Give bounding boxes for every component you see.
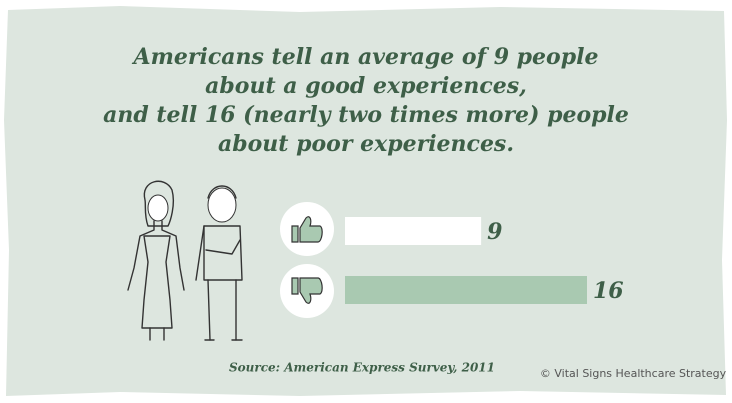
title-line: about poor experiences. bbox=[218, 131, 514, 157]
value-label: 9 bbox=[487, 219, 502, 245]
title-line: Americans tell an average of 9 people bbox=[132, 44, 599, 70]
thumbs-up-icon bbox=[280, 202, 334, 256]
title: Americans tell an average of 9 people ab… bbox=[103, 44, 629, 157]
credit: © Vital Signs Healthcare Strategy bbox=[540, 367, 727, 380]
value-label: 16 bbox=[593, 278, 624, 304]
source: Source: American Express Survey, 2011 bbox=[229, 361, 495, 375]
bar bbox=[345, 217, 482, 245]
thumbs-down-icon bbox=[280, 264, 334, 318]
bar bbox=[345, 276, 587, 304]
title-line: and tell 16 (nearly two times more) peop… bbox=[103, 102, 629, 128]
title-line: about a good experiences, bbox=[205, 73, 527, 99]
illustration bbox=[127, 180, 243, 341]
